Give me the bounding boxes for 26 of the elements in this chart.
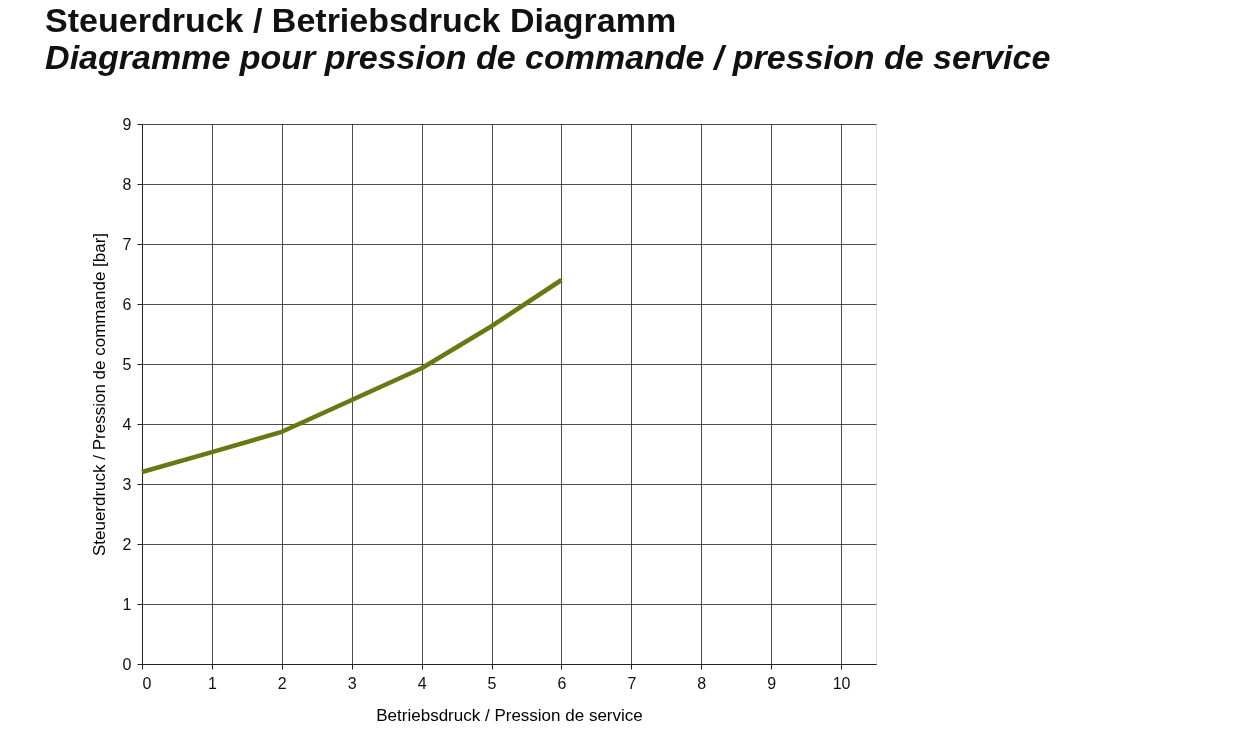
x-tick-label: 9 xyxy=(767,674,777,692)
x-tick-label: 10 xyxy=(832,674,851,692)
y-tick-label: 4 xyxy=(122,415,132,433)
x-tick-label: 1 xyxy=(207,674,217,692)
y-axis-title: Steuerdruck / Pression de commande [bar] xyxy=(89,232,109,557)
x-tick-label: 0 xyxy=(142,674,152,692)
x-tick-label: 5 xyxy=(487,674,497,692)
y-tick-label: 6 xyxy=(122,295,132,313)
y-tick-label: 7 xyxy=(122,235,132,253)
x-tick-label: 4 xyxy=(417,674,427,692)
x-tick-label: 7 xyxy=(627,674,637,692)
y-tick-label: 0 xyxy=(122,655,132,673)
x-tick-label: 8 xyxy=(697,674,707,692)
y-tick-label: 8 xyxy=(122,175,132,193)
chart-subtitle: Diagramme pour pression de commande / pression de service xyxy=(45,38,1051,76)
line-series xyxy=(139,277,564,475)
y-tick-label: 3 xyxy=(122,475,132,493)
y-tick-label: 2 xyxy=(122,535,132,553)
y-tick-label: 1 xyxy=(122,595,132,613)
y-tick-label: 9 xyxy=(122,115,132,133)
x-tick-label: 6 xyxy=(557,674,567,692)
x-tick-label: 2 xyxy=(277,674,287,692)
y-tick-label: 5 xyxy=(122,355,132,373)
x-tick-label: 3 xyxy=(347,674,357,692)
x-axis-title: Betriebsdruck / Pression de service xyxy=(376,705,643,725)
chart-title: Steuerdruck / Betriebsdruck Diagramm xyxy=(45,1,677,39)
